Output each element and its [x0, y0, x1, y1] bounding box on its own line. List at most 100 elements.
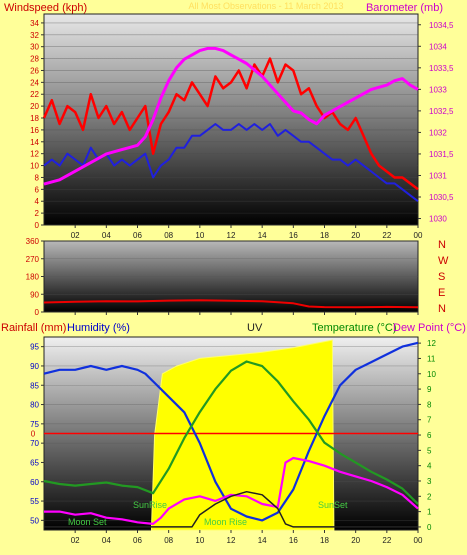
y-tick-label: 95	[30, 343, 39, 352]
x-tick-label: 16	[289, 231, 298, 240]
x-tick-label: 20	[351, 536, 360, 545]
y-tick-label: 32	[30, 31, 39, 40]
windspeed-axis-title: Windspeed (kph)	[4, 2, 87, 14]
y-tick-label: 18	[30, 114, 39, 123]
humidity-series	[43, 341, 419, 522]
y-tick-label: 0	[35, 221, 40, 230]
y-tick-label: 4	[35, 197, 40, 206]
y2-tick-label: 1034	[429, 42, 447, 51]
x-tick-label: 08	[164, 536, 173, 545]
temperature-axis-title: Temperature (°C)	[312, 322, 396, 334]
x-tick-label: 18	[320, 231, 329, 240]
y-tick-label: 65	[30, 458, 39, 467]
y-tick-label: 30	[30, 43, 39, 52]
y2-tick-label: 1	[427, 508, 432, 517]
direction-label-e: E	[438, 287, 445, 299]
x-tick-label: 22	[382, 536, 391, 545]
rainfall-axis-title: Rainfall (mm)	[1, 322, 66, 334]
y2-tick-label: 1033	[429, 85, 447, 94]
y-tick-label: 0	[35, 308, 40, 317]
y2-tick-label: 1032,5	[429, 107, 454, 116]
wind-speed-series	[42, 57, 419, 191]
x-tick-label: 04	[102, 536, 111, 545]
y-tick-label: 8	[35, 173, 40, 182]
wind-barometer-panel	[43, 13, 419, 226]
x-tick-label: 04	[102, 231, 111, 240]
temperature-series	[43, 360, 419, 505]
x-tick-label: 00	[414, 231, 423, 240]
x-tick-label: 18	[320, 536, 329, 545]
x-tick-label: 10	[195, 536, 204, 545]
uv-axis-title: UV	[247, 322, 263, 334]
y-tick-label: 10	[30, 162, 39, 171]
y2-tick-label: 1032	[429, 128, 447, 137]
x-tick-label: 08	[164, 231, 173, 240]
x-tick-label: 00	[414, 536, 423, 545]
x-tick-label: 14	[258, 536, 267, 545]
y2-tick-label: 11	[427, 354, 436, 363]
y-tick-label: 55	[30, 497, 39, 506]
x-tick-label: 14	[258, 231, 267, 240]
direction-label-w: W	[438, 255, 449, 267]
y2-tick-label: 6	[427, 431, 432, 440]
y2-tick-label: 1031	[429, 171, 447, 180]
x-tick-label: 06	[133, 536, 142, 545]
y2-tick-label: 0	[427, 523, 432, 532]
y-tick-label: 20	[30, 102, 39, 111]
y-tick-label: 12	[30, 150, 39, 159]
x-tick-label: 20	[351, 231, 360, 240]
y-tick-label: 26	[30, 66, 39, 75]
dew-point-axis-title: Dew Point (°C)	[393, 322, 466, 334]
y-tick-label: 50	[30, 516, 39, 525]
y-tick-label: 22	[30, 90, 39, 99]
y2-tick-label: 3	[427, 477, 432, 486]
dew-point-series	[44, 456, 419, 526]
moon-rise-label: Moon Rise	[204, 517, 247, 527]
y-tick-label: 24	[30, 78, 39, 87]
sunrise-label: SunRise	[133, 500, 167, 510]
chart-title: All Most Observations - 11 March 2013	[189, 1, 344, 11]
y-tick-label: 28	[30, 55, 39, 64]
y-tick-label: 34	[30, 19, 39, 28]
y2-tick-label: 12	[427, 339, 436, 348]
y2-tick-label: 2	[427, 492, 432, 501]
y-tick-label: 2	[35, 209, 40, 218]
y2-tick-label: 1034,5	[429, 21, 454, 30]
y-tick-label: 60	[30, 478, 39, 487]
direction-label-s: S	[438, 271, 445, 283]
y2-tick-label: 1033,5	[429, 64, 454, 73]
y2-tick-label: 4	[427, 462, 432, 471]
y-tick-label: 80	[30, 401, 39, 410]
x-tick-label: 12	[227, 231, 236, 240]
x-tick-label: 16	[289, 536, 298, 545]
direction-labels: N W S E N	[438, 239, 449, 315]
x-tick-label: 22	[382, 231, 391, 240]
y-tick-label: 360	[26, 237, 40, 246]
y-tick-label: 14	[30, 138, 39, 147]
y-tick-label: 6	[35, 185, 40, 194]
y-tick-label: 16	[30, 126, 39, 135]
uv-area	[151, 339, 335, 531]
wind-direction-series	[43, 299, 419, 309]
x-tick-label: 10	[195, 231, 204, 240]
direction-label-n-top: N	[438, 239, 446, 251]
y-tick-label: 180	[26, 273, 40, 282]
y2-tick-label: 10	[427, 370, 436, 379]
y-tick-label: 90	[30, 290, 39, 299]
humidity-axis-title: Humidity (%)	[67, 322, 130, 334]
y2-tick-label: 9	[427, 385, 432, 394]
x-tick-label: 12	[227, 536, 236, 545]
barometer-axis-title: Barometer (mb)	[366, 2, 443, 14]
y2-tick-label: 1030,5	[429, 193, 454, 202]
y-tick-label: 70	[30, 439, 39, 448]
y-tick-label: 90	[30, 362, 39, 371]
barometer-series	[43, 46, 419, 186]
y-tick-label: 75	[30, 420, 39, 429]
moon-set-label: Moon Set	[68, 517, 107, 527]
y2-tick-label: 8	[427, 400, 432, 409]
y-tick-label: 270	[26, 255, 40, 264]
y2-tick-label: 1030	[429, 215, 447, 224]
x-tick-label: 06	[133, 231, 142, 240]
sunset-label: SunSet	[318, 500, 348, 510]
